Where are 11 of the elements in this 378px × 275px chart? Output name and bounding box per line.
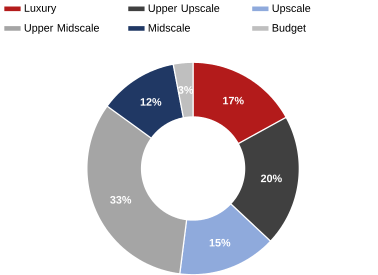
legend-label: Upper Upscale [148,4,220,14]
data-label: 20% [260,174,282,182]
legend-label: Luxury [24,4,56,14]
data-label: 33% [110,196,132,204]
legend-label: Budget [272,24,306,34]
data-label: 17% [223,96,244,104]
legend-label: Upscale [272,4,310,14]
data-label: 12% [140,98,162,106]
legend-label: Midscale [148,24,190,32]
legend-label: Upper Midscale [24,24,99,34]
data-label: 15% [210,238,230,246]
